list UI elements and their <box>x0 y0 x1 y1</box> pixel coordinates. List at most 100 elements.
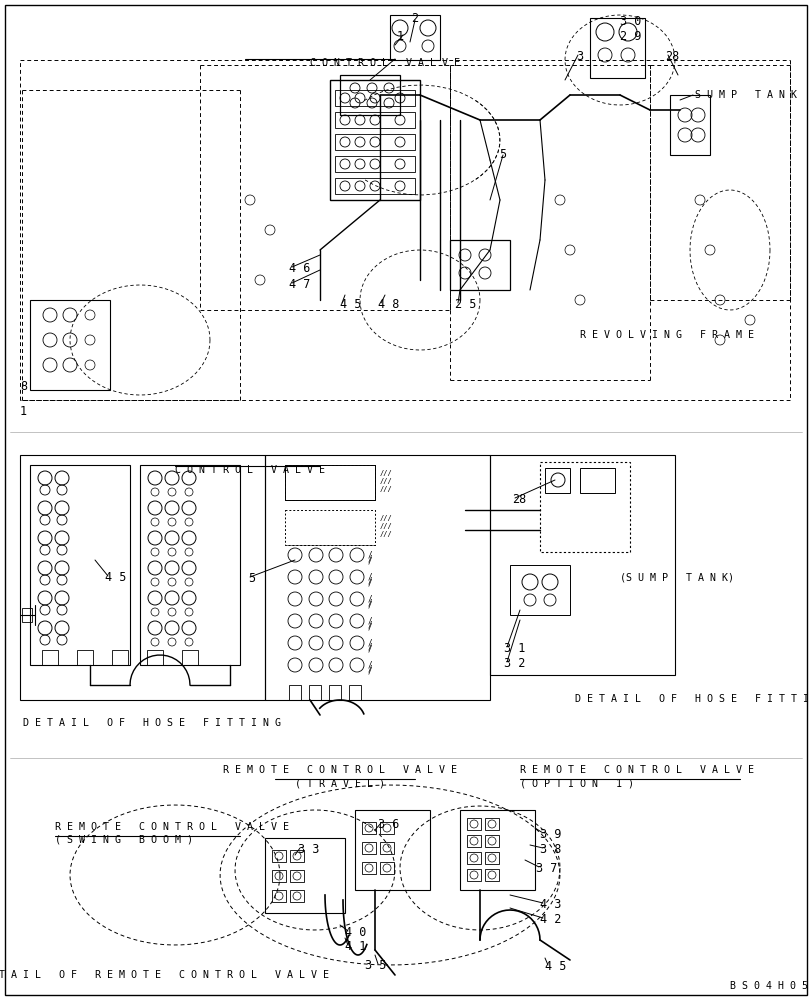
Text: 28: 28 <box>512 493 526 506</box>
Text: /: / <box>367 579 372 588</box>
Bar <box>449 240 509 290</box>
Text: 5: 5 <box>247 572 255 585</box>
Bar <box>489 455 674 675</box>
Bar <box>285 465 375 500</box>
Text: R E M O T E   C O N T R O L   V A L V E: R E M O T E C O N T R O L V A L V E <box>519 765 753 775</box>
Bar <box>484 869 499 881</box>
Bar <box>466 835 480 847</box>
Bar <box>77 650 93 665</box>
Text: /: / <box>367 601 372 610</box>
Text: 2: 2 <box>411 12 418 25</box>
Bar <box>264 838 345 913</box>
Bar <box>147 650 163 665</box>
Text: 2 9: 2 9 <box>620 30 641 43</box>
Text: ( T R A V E L ): ( T R A V E L ) <box>294 778 384 788</box>
Bar <box>335 112 414 128</box>
Text: R E V O L V I N G   F R A M E: R E V O L V I N G F R A M E <box>579 330 753 340</box>
Bar <box>139 465 240 665</box>
Bar <box>22 608 32 622</box>
Bar <box>362 842 375 854</box>
Text: /: / <box>367 576 372 585</box>
Bar <box>579 468 614 493</box>
Text: C O N T R O L   V A L V E: C O N T R O L V A L V E <box>310 58 460 68</box>
Text: 4 7: 4 7 <box>289 278 310 291</box>
Text: /: / <box>367 623 372 632</box>
Bar <box>354 810 430 890</box>
Bar <box>30 465 130 665</box>
Text: 4 8: 4 8 <box>378 298 399 311</box>
Bar <box>285 510 375 545</box>
Bar <box>30 300 109 390</box>
Bar <box>539 462 629 552</box>
Text: ( S W I N G   B O O M ): ( S W I N G B O O M ) <box>55 835 193 845</box>
Text: 3: 3 <box>576 50 583 63</box>
Bar <box>272 870 285 882</box>
Text: 4 2: 4 2 <box>539 913 560 926</box>
Bar <box>544 468 569 493</box>
Bar <box>112 650 128 665</box>
Text: /: / <box>367 551 372 560</box>
Bar <box>328 685 341 700</box>
Text: C O N T R O L   V A L V E: C O N T R O L V A L V E <box>175 465 324 475</box>
Text: 4 3: 4 3 <box>539 898 560 911</box>
Bar <box>590 18 644 78</box>
Text: 4 0: 4 0 <box>345 926 366 939</box>
Bar <box>484 818 499 830</box>
Text: D E T A I L   O F   H O S E   F I T T I N G: D E T A I L O F H O S E F I T T I N G <box>574 694 811 704</box>
Text: /: / <box>367 645 372 654</box>
Text: D E T A I L   O F   R E M O T E   C O N T R O L   V A L V E: D E T A I L O F R E M O T E C O N T R O … <box>0 970 328 980</box>
Bar <box>335 178 414 194</box>
Text: 4 5: 4 5 <box>105 571 127 584</box>
Text: 3 7: 3 7 <box>535 862 556 875</box>
Text: R E M O T E   C O N T R O L   V A L V E: R E M O T E C O N T R O L V A L V E <box>55 822 289 832</box>
Bar <box>290 890 303 902</box>
Text: 28: 28 <box>664 50 679 63</box>
Text: D E T A I L   O F   H O S E   F I T T I N G: D E T A I L O F H O S E F I T T I N G <box>23 718 281 728</box>
Bar <box>466 818 480 830</box>
Text: 3 3: 3 3 <box>298 843 319 856</box>
Bar <box>349 685 361 700</box>
Bar <box>272 850 285 862</box>
Bar <box>669 95 709 155</box>
Text: 3 5: 3 5 <box>365 959 386 972</box>
Text: 4 1: 4 1 <box>345 940 366 953</box>
Text: ///: /// <box>380 470 393 476</box>
Bar <box>42 650 58 665</box>
Bar <box>362 862 375 874</box>
Bar <box>484 852 499 864</box>
Text: 4 5: 4 5 <box>340 298 361 311</box>
Text: 4 6: 4 6 <box>289 262 310 275</box>
Bar <box>329 80 419 200</box>
Text: /: / <box>367 598 372 607</box>
Text: /: / <box>367 667 372 676</box>
Text: /: / <box>367 664 372 673</box>
Text: 3 0: 3 0 <box>620 15 641 28</box>
Bar <box>509 565 569 615</box>
Text: /: / <box>367 661 372 670</box>
Bar <box>289 685 301 700</box>
Bar <box>389 15 440 60</box>
Text: /: / <box>367 642 372 651</box>
Text: ///: /// <box>380 486 393 492</box>
Bar <box>264 455 489 700</box>
Text: 2 5: 2 5 <box>454 298 476 311</box>
Text: 3 9: 3 9 <box>539 828 560 841</box>
Bar <box>309 685 320 700</box>
Text: /: / <box>367 554 372 563</box>
Text: /: / <box>367 639 372 648</box>
Bar <box>290 870 303 882</box>
Text: (S U M P   T A N K): (S U M P T A N K) <box>620 572 733 582</box>
Text: /: / <box>367 557 372 566</box>
Text: ///: /// <box>380 531 393 537</box>
Text: /: / <box>367 617 372 626</box>
Bar <box>484 835 499 847</box>
Text: S U M P   T A N K: S U M P T A N K <box>694 90 796 100</box>
Text: /: / <box>367 595 372 604</box>
Bar <box>380 862 393 874</box>
Text: ///: /// <box>380 523 393 529</box>
Bar <box>340 75 400 115</box>
Text: /: / <box>367 573 372 582</box>
Bar <box>272 890 285 902</box>
Text: B S 0 4 H 0 5 2: B S 0 4 H 0 5 2 <box>729 981 811 991</box>
Bar <box>285 465 375 500</box>
